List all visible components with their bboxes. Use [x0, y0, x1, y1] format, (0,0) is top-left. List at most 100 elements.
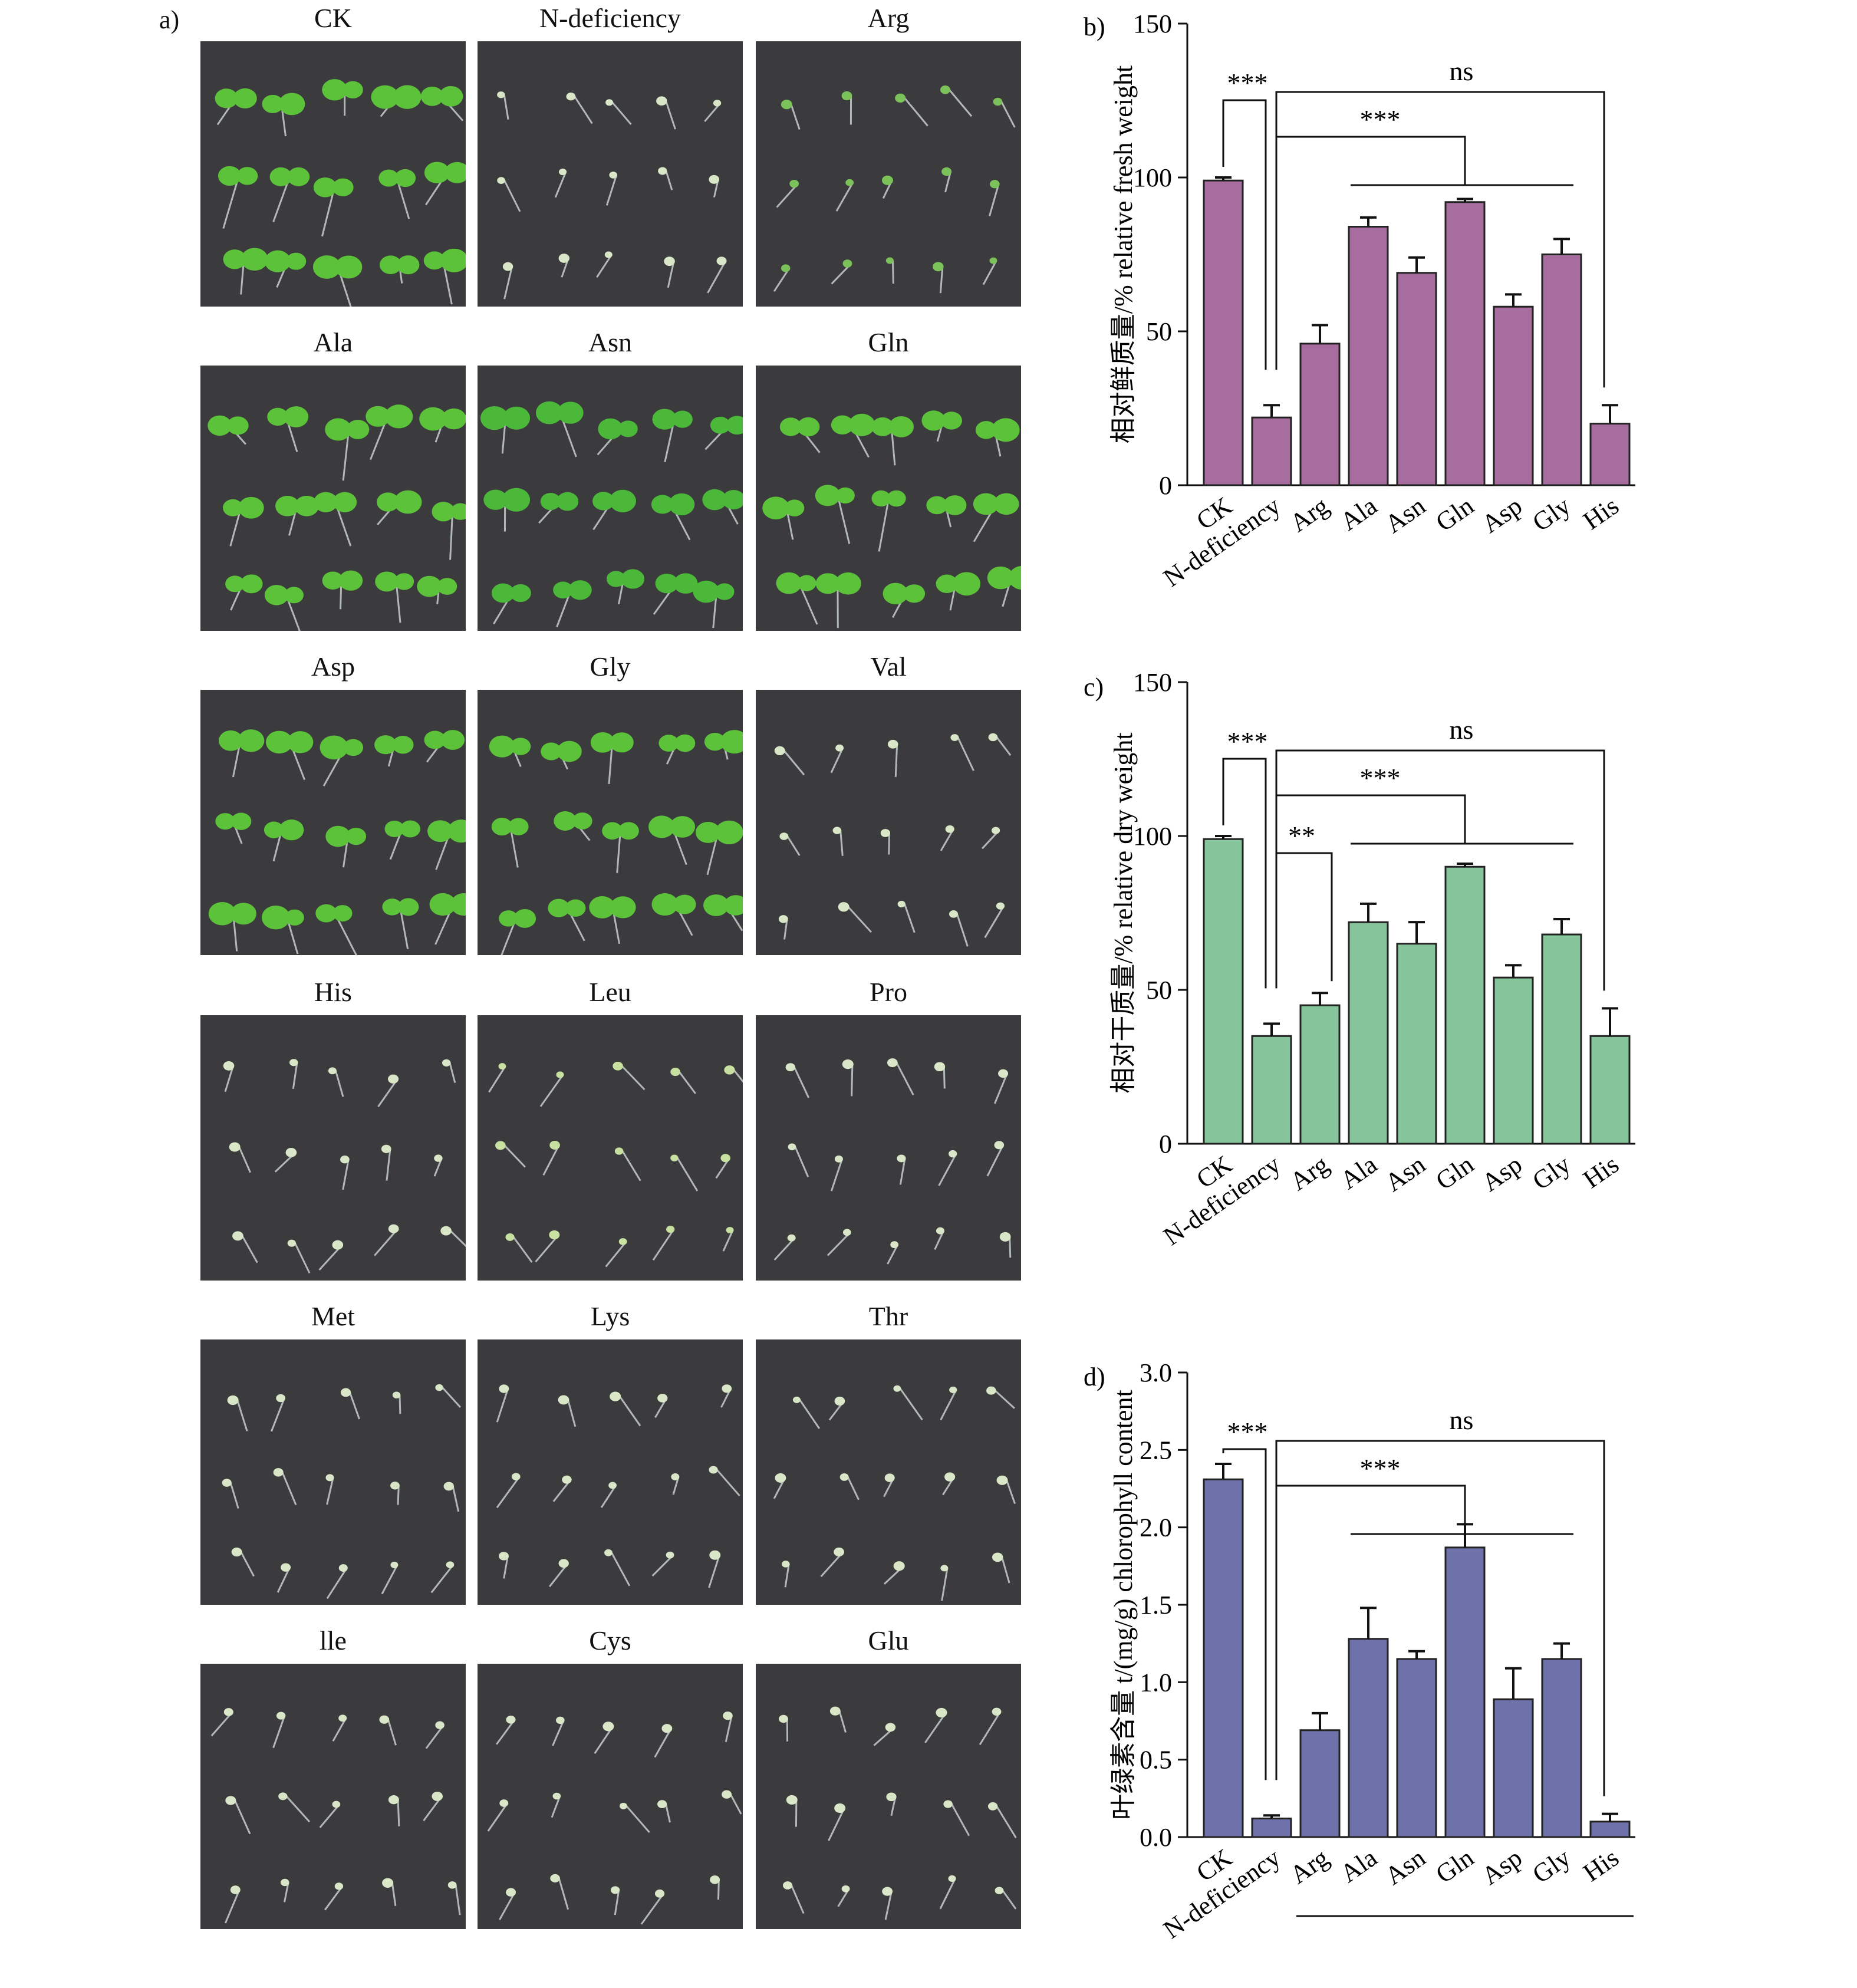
x-tick-label: Gln: [1431, 491, 1479, 537]
significance-bracket: [1275, 1440, 1605, 1796]
seedling-photo: [756, 1015, 1021, 1281]
bar-gln: [1444, 201, 1486, 486]
x-tick-label: His: [1578, 1843, 1624, 1887]
bar-ck: [1203, 1478, 1244, 1838]
y-tick-label: 3.0: [1140, 1358, 1172, 1387]
seedling-photo: [756, 690, 1021, 955]
y-tick-label: 0.0: [1140, 1823, 1172, 1852]
photo-label: Arg: [867, 3, 910, 33]
bar-charts: b) 0 50 100 150 相对鲜质量/% relative fresh weight…: [1084, 9, 1635, 1944]
significance-label: ***: [1360, 104, 1401, 134]
photo-label: Thr: [868, 1301, 908, 1331]
significance-label: ***: [1360, 1453, 1401, 1483]
bar-asn: [1396, 943, 1437, 1145]
photo-label: His: [314, 977, 352, 1007]
seedling-photo: [756, 1664, 1021, 1929]
bar-arg: [1299, 343, 1341, 486]
significance-label: ns: [1450, 56, 1474, 86]
y-tick-label: 100: [1133, 163, 1172, 192]
seedling-photo: [756, 366, 1021, 631]
x-tick-label: Ala: [1335, 491, 1382, 537]
significance-bracket: [1276, 136, 1466, 185]
bar-asn: [1396, 272, 1437, 486]
panel-letter: c): [1084, 673, 1104, 702]
bar-gln: [1444, 1546, 1486, 1838]
bar-n-deficiency: [1251, 416, 1292, 486]
significance-bracket: [1222, 758, 1267, 989]
panel-letter: d): [1084, 1362, 1105, 1391]
y-tick-label: 150: [1133, 9, 1172, 38]
bar-ala: [1348, 1638, 1389, 1838]
seedling-photo: [200, 366, 466, 631]
bar-gly: [1541, 1658, 1582, 1838]
y-tick-label: 1.5: [1140, 1591, 1172, 1620]
significance-bracket: [1276, 852, 1333, 982]
bar-arg: [1299, 1729, 1341, 1838]
photo-label: Gln: [868, 327, 909, 357]
seedling-photo: [478, 690, 743, 955]
photo-label: lle: [320, 1625, 347, 1655]
x-tick-label: Arg: [1285, 491, 1334, 538]
seedling-photo: [200, 1015, 466, 1281]
bar-ck: [1203, 838, 1244, 1145]
photo-label: Ala: [313, 327, 353, 357]
y-tick-label: 2.5: [1140, 1436, 1172, 1464]
seedling-photo: [756, 41, 1021, 307]
y-tick-label: 0.5: [1140, 1746, 1172, 1775]
photo-label: Lys: [590, 1301, 630, 1331]
seedling-photo: [200, 1339, 466, 1605]
photo-label: Asn: [588, 327, 633, 357]
seedling-photo: [200, 690, 466, 955]
seedling-photo: [756, 1339, 1021, 1605]
x-tick-label: Arg: [1285, 1843, 1334, 1890]
significance-label: ns: [1450, 715, 1474, 745]
bar-arg: [1299, 1004, 1341, 1145]
x-tick-label: Ala: [1335, 1843, 1382, 1888]
significance-label: **: [1288, 821, 1315, 851]
photo-label: Met: [311, 1301, 355, 1331]
bar-n-deficiency: [1251, 1035, 1292, 1145]
bar-asn: [1396, 1658, 1437, 1838]
bar-asp: [1493, 976, 1534, 1145]
y-axis-label: 相对鲜质量/% relative fresh weight: [1109, 65, 1138, 444]
significance-label: ***: [1227, 726, 1268, 756]
significance-bracket: [1276, 1485, 1466, 1534]
significance-label: ***: [1360, 763, 1401, 793]
x-tick-label: Gln: [1431, 1843, 1479, 1889]
seedling-photo: [200, 41, 466, 307]
x-tick-label: Asn: [1380, 1843, 1431, 1891]
significance-bracket: [1275, 749, 1605, 991]
significance-bracket: [1275, 91, 1605, 388]
x-tick-label: Asp: [1477, 491, 1527, 539]
significance-bracket: [1222, 99, 1267, 370]
x-tick-label: Asp: [1477, 1843, 1527, 1891]
x-tick-label: Ala: [1335, 1150, 1382, 1195]
y-axis-label: 叶绿素含量 t/(mg/g) chlorophyll content: [1109, 1390, 1138, 1820]
y-tick-label: 0: [1159, 471, 1172, 500]
bar-ala: [1348, 226, 1389, 486]
bar-his: [1589, 423, 1631, 486]
bar-asp: [1493, 305, 1534, 486]
x-tick-label: Arg: [1285, 1150, 1334, 1196]
photo-label: Glu: [868, 1625, 909, 1655]
significance-bracket: [1276, 794, 1466, 844]
bar-gly: [1541, 933, 1582, 1145]
y-tick-label: 50: [1146, 317, 1172, 346]
bar-asp: [1493, 1698, 1534, 1838]
bar-n-deficiency: [1251, 1817, 1292, 1838]
photo-label: Cys: [589, 1625, 631, 1655]
y-axis-label: 相对干质量/% relative dry weight: [1109, 732, 1138, 1093]
bar-his: [1589, 1035, 1631, 1145]
seedling-photo: [200, 1664, 466, 1929]
photo-label: N-deficiency: [539, 3, 681, 33]
y-tick-label: 50: [1146, 976, 1172, 1005]
x-tick-label: Asn: [1380, 491, 1431, 539]
seedling-photo: [478, 1015, 743, 1281]
x-tick-label: Gly: [1527, 1150, 1576, 1196]
bar-ck: [1203, 179, 1244, 486]
bar-gly: [1541, 254, 1582, 486]
significance-bracket: [1222, 1448, 1267, 1780]
x-tick-label: His: [1578, 1150, 1624, 1194]
y-tick-label: 0: [1159, 1130, 1172, 1158]
panel-a-letter: a): [159, 5, 180, 34]
